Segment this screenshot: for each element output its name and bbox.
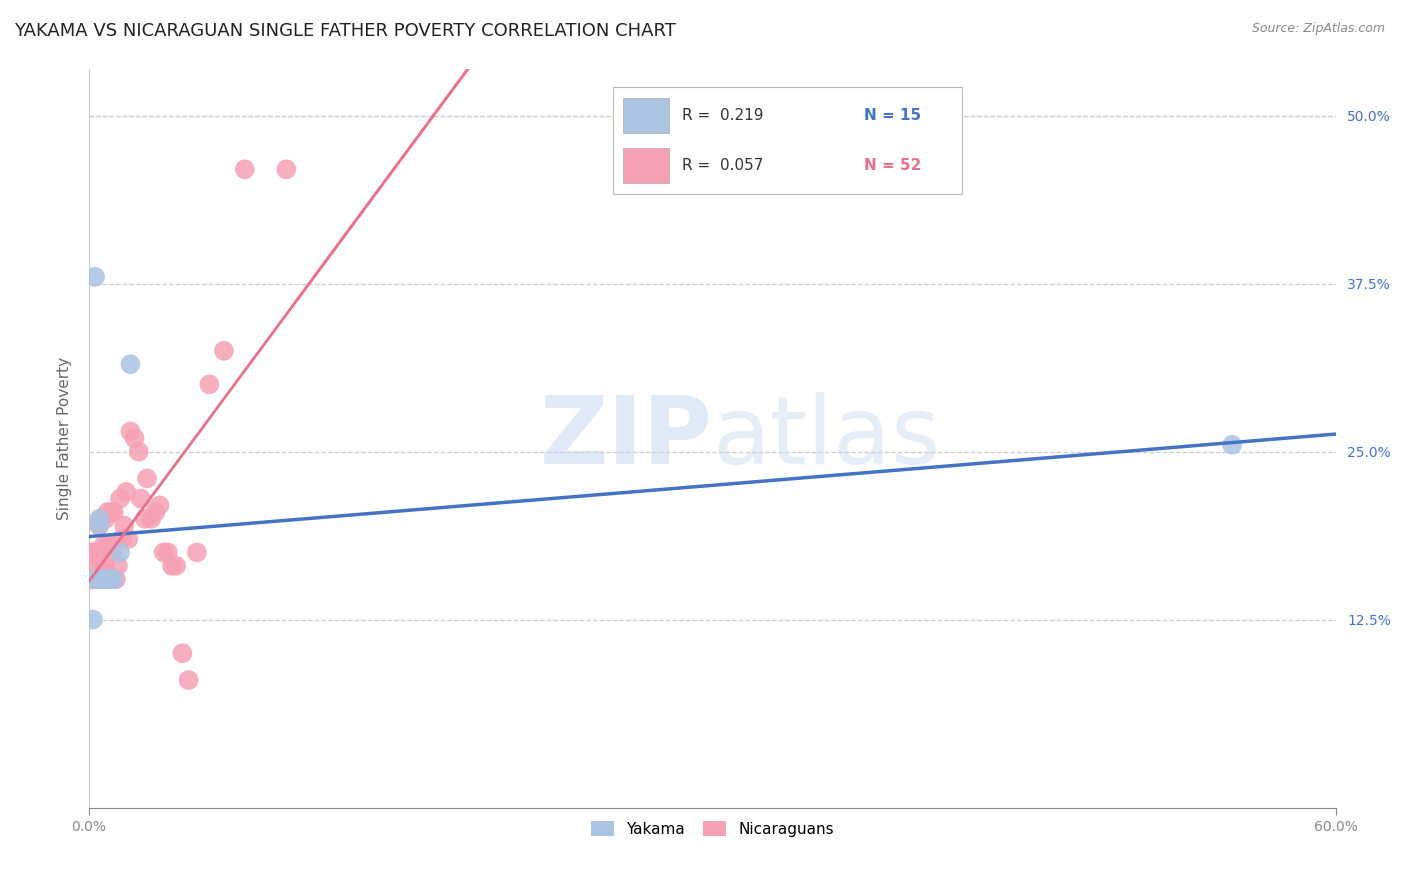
Point — [82, 572, 104, 586]
Point — [177, 673, 200, 687]
Text: Source: ZipAtlas.com: Source: ZipAtlas.com — [1251, 22, 1385, 36]
Point — [98, 539, 121, 553]
Point — [98, 572, 121, 586]
Point — [120, 425, 142, 439]
Point — [111, 532, 134, 546]
Text: atlas: atlas — [713, 392, 941, 484]
Point — [90, 512, 112, 526]
Point — [82, 545, 104, 559]
Text: ZIP: ZIP — [540, 392, 713, 484]
Point — [172, 646, 194, 660]
Point — [94, 512, 117, 526]
Point — [186, 545, 208, 559]
Point — [117, 532, 139, 546]
Point — [120, 357, 142, 371]
Point — [98, 572, 121, 586]
Point — [212, 343, 235, 358]
Point — [100, 505, 122, 519]
Point — [93, 572, 115, 586]
Point — [89, 518, 111, 533]
Point — [115, 484, 138, 499]
Point — [89, 518, 111, 533]
Point — [84, 269, 107, 284]
Point — [89, 512, 111, 526]
Point — [84, 572, 107, 586]
Point — [141, 512, 163, 526]
Point — [134, 512, 156, 526]
Point — [1220, 438, 1243, 452]
Point — [80, 545, 103, 559]
Y-axis label: Single Father Poverty: Single Father Poverty — [58, 357, 72, 520]
Point — [104, 572, 127, 586]
Point — [84, 572, 107, 586]
Point — [93, 566, 115, 580]
Point — [108, 491, 131, 506]
Point — [143, 505, 166, 519]
Point — [103, 505, 125, 519]
Point — [94, 572, 117, 586]
Text: YAKAMA VS NICARAGUAN SINGLE FATHER POVERTY CORRELATION CHART: YAKAMA VS NICARAGUAN SINGLE FATHER POVER… — [14, 22, 676, 40]
Point — [148, 499, 170, 513]
Point — [86, 558, 108, 573]
Point — [165, 558, 187, 573]
Point — [89, 572, 111, 586]
Point — [107, 558, 129, 573]
Point — [90, 566, 112, 580]
Point — [136, 471, 159, 485]
Point — [112, 518, 135, 533]
Point — [86, 572, 108, 586]
Point — [96, 539, 118, 553]
Point — [93, 539, 115, 553]
Point — [96, 572, 118, 586]
Point — [82, 613, 104, 627]
Point — [84, 545, 107, 559]
Point — [96, 505, 118, 519]
Point — [128, 444, 150, 458]
Point — [198, 377, 221, 392]
Point — [124, 431, 146, 445]
Point — [233, 162, 256, 177]
Point — [103, 572, 125, 586]
Point — [90, 572, 112, 586]
Point — [80, 572, 103, 586]
Point — [129, 491, 152, 506]
Point — [94, 558, 117, 573]
Point — [108, 545, 131, 559]
Legend: Yakama, Nicaraguans: Yakama, Nicaraguans — [583, 814, 842, 845]
Point — [276, 162, 298, 177]
Point — [152, 545, 174, 559]
Point — [160, 558, 183, 573]
Point — [156, 545, 179, 559]
Point — [94, 572, 117, 586]
Point — [100, 545, 122, 559]
Point — [89, 552, 111, 566]
Point — [86, 572, 108, 586]
